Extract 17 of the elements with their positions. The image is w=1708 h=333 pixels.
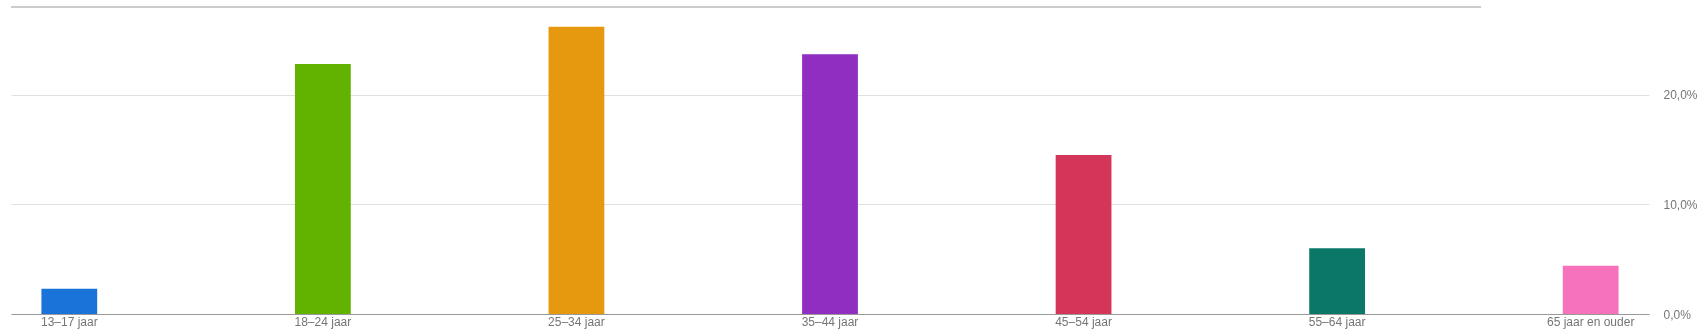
y-tick-label: 20,0%: [1663, 88, 1698, 103]
x-tick-label: 35–44 jaar: [801, 314, 859, 329]
x-tick-label: 65 jaar en ouder: [1546, 314, 1635, 329]
bar: [548, 26, 605, 314]
x-tick-label: 13–17 jaar: [40, 314, 98, 329]
bar: [1309, 248, 1366, 314]
bar: [294, 64, 351, 314]
x-tick-label: 55–64 jaar: [1308, 314, 1366, 329]
x-tick-label: 18–24 jaar: [294, 314, 352, 329]
y-tick-label: 0,0%: [1663, 307, 1692, 322]
bar: [1562, 265, 1619, 314]
y-tick-label: 10,0%: [1663, 197, 1698, 212]
x-tick-label: 25–34 jaar: [548, 314, 605, 329]
x-tick-label: 45–54 jaar: [1055, 314, 1112, 329]
bar: [802, 54, 858, 314]
bar: [1055, 155, 1112, 314]
bar: [41, 288, 98, 314]
